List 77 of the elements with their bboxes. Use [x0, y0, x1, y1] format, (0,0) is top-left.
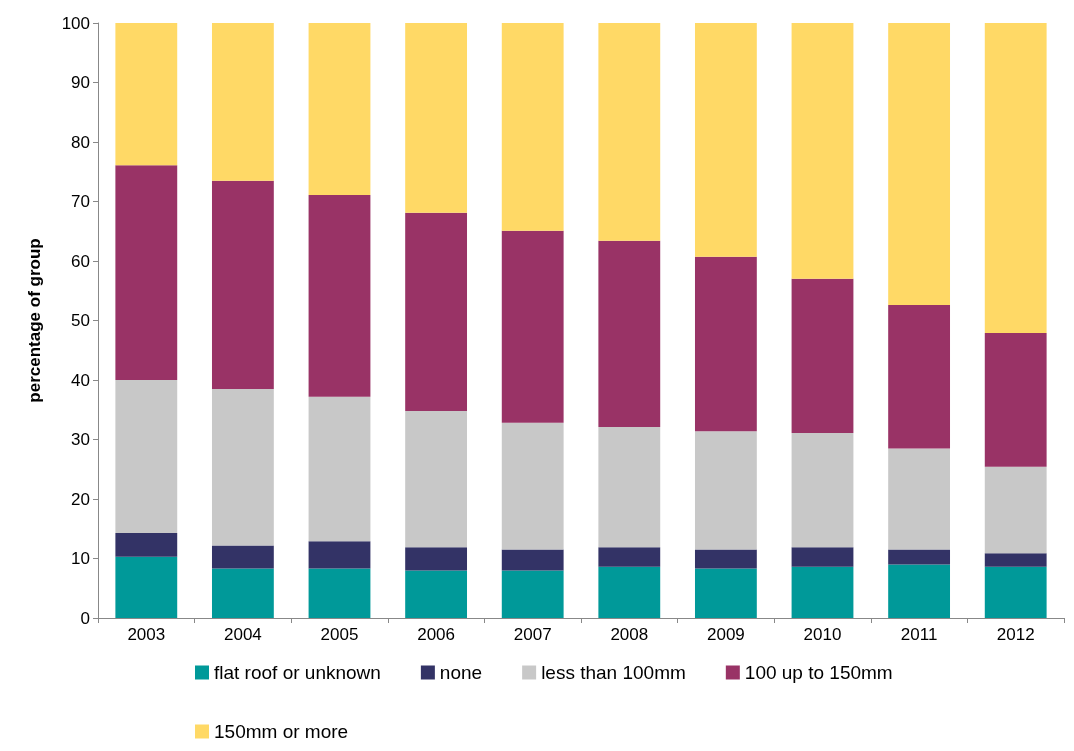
- bar: [501, 570, 564, 618]
- x-tick-label: 2006: [417, 625, 456, 644]
- x-tick-label: 2009: [706, 625, 745, 644]
- bar: [791, 278, 854, 433]
- bar: [211, 388, 274, 546]
- bar: [308, 396, 371, 542]
- bar: [791, 23, 854, 279]
- bar: [888, 564, 951, 618]
- bar: [115, 165, 178, 380]
- legend-label: 150mm or more: [214, 721, 349, 742]
- bar: [405, 547, 468, 571]
- x-tick-label: 2005: [320, 625, 359, 644]
- bar: [791, 432, 854, 548]
- x-tick-label: 2007: [513, 625, 552, 644]
- bar: [694, 568, 757, 618]
- y-tick-label: 80: [71, 132, 90, 152]
- bar: [115, 23, 178, 166]
- bar: [405, 410, 468, 548]
- y-tick-label: 60: [71, 251, 90, 271]
- bar: [791, 566, 854, 618]
- bar: [598, 566, 661, 618]
- bar: [308, 23, 371, 195]
- x-tick-label: 2008: [610, 625, 649, 644]
- bar: [501, 422, 564, 550]
- legend-label: flat roof or unknown: [214, 662, 381, 683]
- y-tick-label: 0: [80, 608, 90, 628]
- bar: [694, 549, 757, 569]
- bar: [888, 448, 951, 550]
- bar: [115, 532, 178, 557]
- y-tick-label: 50: [71, 311, 90, 330]
- x-tick-label: 2004: [223, 625, 262, 644]
- bar: [984, 466, 1047, 554]
- y-tick-label: 70: [71, 192, 90, 211]
- bar: [694, 431, 757, 550]
- legend-label: none: [439, 662, 483, 683]
- bar: [888, 23, 951, 306]
- x-tick-label: 2012: [996, 625, 1035, 644]
- bar: [115, 380, 178, 533]
- bar: [598, 547, 661, 567]
- bar: [211, 23, 274, 181]
- y-tick-label: 20: [71, 489, 90, 509]
- legend-label: 100 up to 150mm: [744, 662, 893, 683]
- x-tick-label: 2011: [900, 625, 938, 644]
- bar: [791, 547, 854, 567]
- bar: [308, 541, 371, 569]
- bar: [405, 23, 468, 213]
- x-tick-label: 2010: [803, 625, 842, 644]
- bar: [888, 305, 951, 449]
- bar: [501, 230, 564, 423]
- bar: [501, 23, 564, 231]
- bar: [888, 549, 951, 565]
- bar: [405, 570, 468, 618]
- bar: [211, 568, 274, 618]
- x-tick-label: 2003: [127, 625, 166, 644]
- bar: [308, 194, 371, 397]
- y-tick-label: 100: [61, 13, 90, 33]
- y-tick-label: 40: [71, 370, 90, 390]
- bar: [984, 23, 1047, 333]
- bar: [501, 549, 564, 571]
- legend-label: less than 100mm: [541, 662, 686, 683]
- bar: [211, 180, 274, 389]
- bar: [598, 23, 661, 241]
- bar: [984, 553, 1047, 567]
- bar: [211, 545, 274, 569]
- bar: [115, 556, 178, 618]
- bar: [405, 212, 468, 411]
- y-tick-label: 90: [71, 73, 90, 92]
- bar: [598, 427, 661, 548]
- bar: [598, 240, 661, 428]
- bar: [984, 566, 1047, 618]
- bar: [308, 568, 371, 618]
- bar: [694, 23, 757, 257]
- bar: [984, 333, 1047, 467]
- y-tick-label: 30: [71, 430, 90, 449]
- bar: [694, 256, 757, 432]
- y-axis-title: percentage of group: [25, 238, 44, 403]
- y-tick-label: 10: [71, 549, 90, 568]
